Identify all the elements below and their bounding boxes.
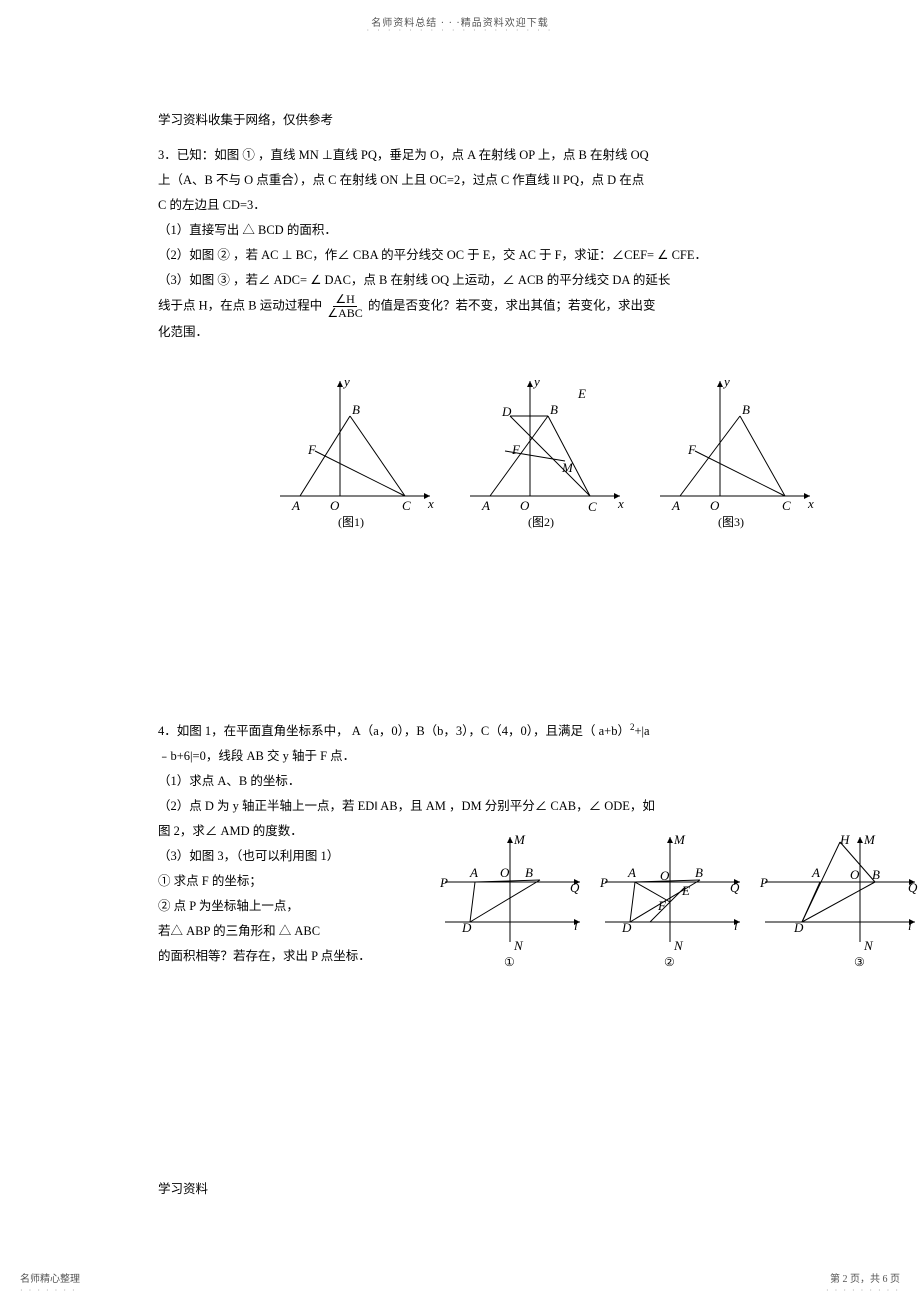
svg-text:A: A (291, 498, 300, 513)
p3-l3: C 的左边且 CD=3． (158, 193, 778, 218)
svg-text:O: O (660, 868, 670, 883)
svg-text:(图1): (图1) (338, 515, 364, 529)
svg-text:M: M (561, 460, 574, 475)
svg-text:x: x (807, 496, 814, 511)
svg-text:D: D (621, 920, 632, 935)
svg-text:D: D (793, 920, 804, 935)
svg-text:P: P (599, 875, 608, 890)
svg-text:D: D (501, 404, 512, 419)
figure-set-1: y x A O C B F (图1) y x A O C B D E F (260, 376, 820, 536)
p4-l3: （1）求点 A、B 的坐标． (158, 769, 778, 794)
p3-l7a: 线于点 H，在点 B 运动过程中 (158, 299, 325, 313)
svg-text:A: A (469, 865, 478, 880)
footer-left-dots: · · · · · · · (20, 1286, 77, 1295)
p3-l2: 上（A、B 不与 O 点重合），点 C 在射线 ON 上且 OC=2，过点 C … (158, 168, 778, 193)
svg-text:B: B (695, 865, 703, 880)
svg-text:②: ② (664, 955, 675, 969)
p4-l8: ② 点 P 为坐标轴上一点， (158, 894, 448, 919)
p4-l9: 若△ ABP 的三角形和 △ ABC (158, 919, 448, 944)
fig-svg-1: y x A O C B F (图1) y x A O C B D E F (260, 376, 820, 536)
svg-text:①: ① (504, 955, 515, 969)
p4-l4: （2）点 D 为 y 轴正半轴上一点，若 ED‖ AB，且 AM ，DM 分别平… (158, 794, 778, 819)
svg-text:E: E (681, 883, 690, 898)
svg-text:C: C (402, 498, 411, 513)
svg-text:P: P (759, 875, 768, 890)
svg-text:H: H (839, 832, 850, 847)
p4-l1a: 4．如图 1，在平面直角坐标系中， A（a，0），B（b，3），C（4，0），且… (158, 724, 630, 738)
svg-text:A: A (627, 865, 636, 880)
svg-text:O: O (330, 498, 340, 513)
p3-l5: （2）如图 ② ，若 AC ⊥ BC，作∠ CBA 的平分线交 OC 于 E，交… (158, 243, 778, 268)
svg-text:x: x (427, 496, 434, 511)
svg-text:B: B (352, 402, 360, 417)
svg-text:D: D (461, 920, 472, 935)
footer-note: 学习资料 (158, 1178, 208, 1197)
svg-text:F: F (511, 442, 521, 457)
svg-text:N: N (863, 938, 874, 953)
p3-l7b: 的值是否变化？若不变，求出其值；若变化，求出变 (368, 299, 656, 313)
svg-text:③: ③ (854, 955, 865, 969)
svg-text:y: y (722, 376, 730, 389)
svg-text:Q: Q (908, 880, 918, 895)
svg-text:O: O (500, 865, 510, 880)
svg-text:O: O (850, 867, 860, 882)
svg-text:Q: Q (730, 880, 740, 895)
frac-num: ∠H (333, 293, 356, 307)
footer-right-dots: · · · · · · · · · (826, 1286, 900, 1295)
top-note: 学习资料收集于网络，仅供参考 (158, 108, 778, 133)
p4-l1: 4．如图 1，在平面直角坐标系中， A（a，0），B（b，3），C（4，0），且… (158, 718, 778, 744)
svg-text:F: F (687, 442, 697, 457)
p3-l4: （1）直接写出 △ BCD 的面积． (158, 218, 778, 243)
svg-text:B: B (872, 867, 880, 882)
svg-text:F: F (657, 898, 667, 913)
svg-text:y: y (342, 376, 350, 389)
footer-left: 名师精心整理 (20, 1270, 80, 1285)
svg-text:l: l (574, 918, 578, 933)
svg-text:N: N (673, 938, 684, 953)
p4-l1b: +|a (634, 724, 649, 738)
p3-l7: 线于点 H，在点 B 运动过程中 ∠H ∠ABC 的值是否变化？若不变，求出其值… (158, 293, 778, 320)
svg-text:B: B (742, 402, 750, 417)
svg-text:A: A (811, 865, 820, 880)
svg-text:Q: Q (570, 880, 580, 895)
svg-text:B: B (550, 402, 558, 417)
svg-text:x: x (617, 496, 624, 511)
svg-text:(图2): (图2) (528, 515, 554, 529)
svg-text:A: A (481, 498, 490, 513)
svg-text:M: M (673, 832, 686, 847)
p4-l6: （3）如图 3，（也可以利用图 1） (158, 844, 448, 869)
svg-text:O: O (710, 498, 720, 513)
p3-l6: （3）如图 ③ ，若∠ ADC= ∠ DAC，点 B 在射线 OQ 上运动，∠ … (158, 268, 778, 293)
header-dots: · · · · · · · · · · · · · · · · · · (0, 26, 920, 35)
footer-right: 第 2 页，共 6 页 (830, 1270, 900, 1285)
svg-text:C: C (782, 498, 791, 513)
figure-set-2: M A O B P Q D l N ① M A O B P Q D (440, 832, 920, 972)
svg-text:N: N (513, 938, 524, 953)
svg-text:C: C (588, 499, 597, 514)
svg-text:A: A (671, 498, 680, 513)
p4-l2: ﹣b+6|=0，线段 AB 交 y 轴于 F 点． (158, 744, 778, 769)
svg-text:y: y (532, 376, 540, 389)
p3-l1: 3．已知：如图 ① ，直线 MN ⊥直线 PQ，垂足为 O，点 A 在射线 OP… (158, 143, 778, 168)
svg-text:M: M (513, 832, 526, 847)
p3-l8: 化范围． (158, 320, 778, 345)
svg-text:E: E (577, 386, 586, 401)
svg-text:M: M (863, 832, 876, 847)
p4-l7: ① 求点 F 的坐标； (158, 869, 448, 894)
svg-text:B: B (525, 865, 533, 880)
fig-svg-2: M A O B P Q D l N ① M A O B P Q D (440, 832, 920, 972)
svg-text:(图3): (图3) (718, 515, 744, 529)
fraction: ∠H ∠ABC (325, 293, 364, 320)
svg-text:F: F (307, 442, 317, 457)
svg-text:l: l (908, 918, 912, 933)
svg-text:O: O (520, 498, 530, 513)
content-block: 学习资料收集于网络，仅供参考 3．已知：如图 ① ，直线 MN ⊥直线 PQ，垂… (158, 108, 778, 345)
svg-text:l: l (734, 918, 738, 933)
frac-den: ∠ABC (327, 307, 362, 320)
svg-text:P: P (440, 875, 448, 890)
